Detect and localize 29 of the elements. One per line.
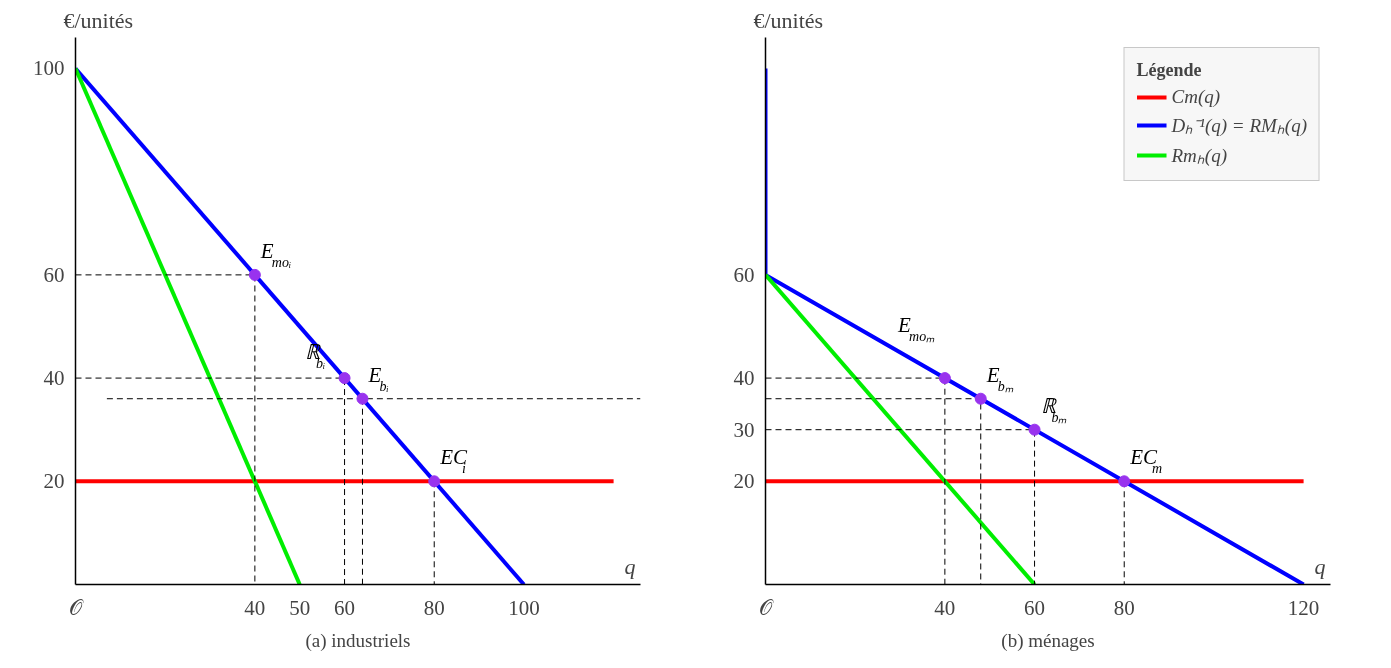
y-tick-label: 40: [43, 366, 65, 391]
y-tick-label: 20: [43, 469, 65, 494]
legend-label: Dₕ⁻¹(q) = RMₕ(q): [1171, 114, 1307, 138]
legend-label: Rmₕ(q): [1171, 144, 1227, 168]
y-tick-label: 60: [43, 262, 65, 287]
legend-title: Légende: [1136, 60, 1203, 81]
x-tick-label: 120: [1287, 595, 1320, 620]
y-axis-title: €/unités: [63, 7, 134, 33]
x-tick-label: 𝒪: [759, 595, 774, 620]
x-tick-label: 40: [244, 595, 266, 620]
y-tick-label: 30: [733, 417, 755, 442]
text: (a) industriels: [305, 629, 411, 652]
x-tick-label: 100: [508, 595, 540, 620]
x-axis-title: q: [1314, 553, 1326, 579]
text: (b) ménages: [1001, 629, 1095, 652]
x-axis-title: q: [624, 553, 636, 579]
x-tick-label: 80: [1113, 595, 1135, 620]
x-tick-label: 𝒪: [69, 595, 84, 620]
x-tick-label: 60: [1024, 595, 1046, 620]
x-tick-label: 80: [423, 595, 445, 620]
y-tick-label: 100: [33, 56, 65, 81]
x-tick-label: 50: [289, 595, 311, 620]
y-axis-title: €/unités: [753, 7, 824, 33]
x-tick-label: 60: [334, 595, 356, 620]
y-tick-label: 60: [733, 262, 755, 287]
y-tick-label: 20: [733, 469, 755, 494]
x-tick-label: 40: [934, 595, 956, 620]
legend-label: Cm(q): [1171, 86, 1221, 108]
y-tick-label: 40: [733, 366, 755, 391]
